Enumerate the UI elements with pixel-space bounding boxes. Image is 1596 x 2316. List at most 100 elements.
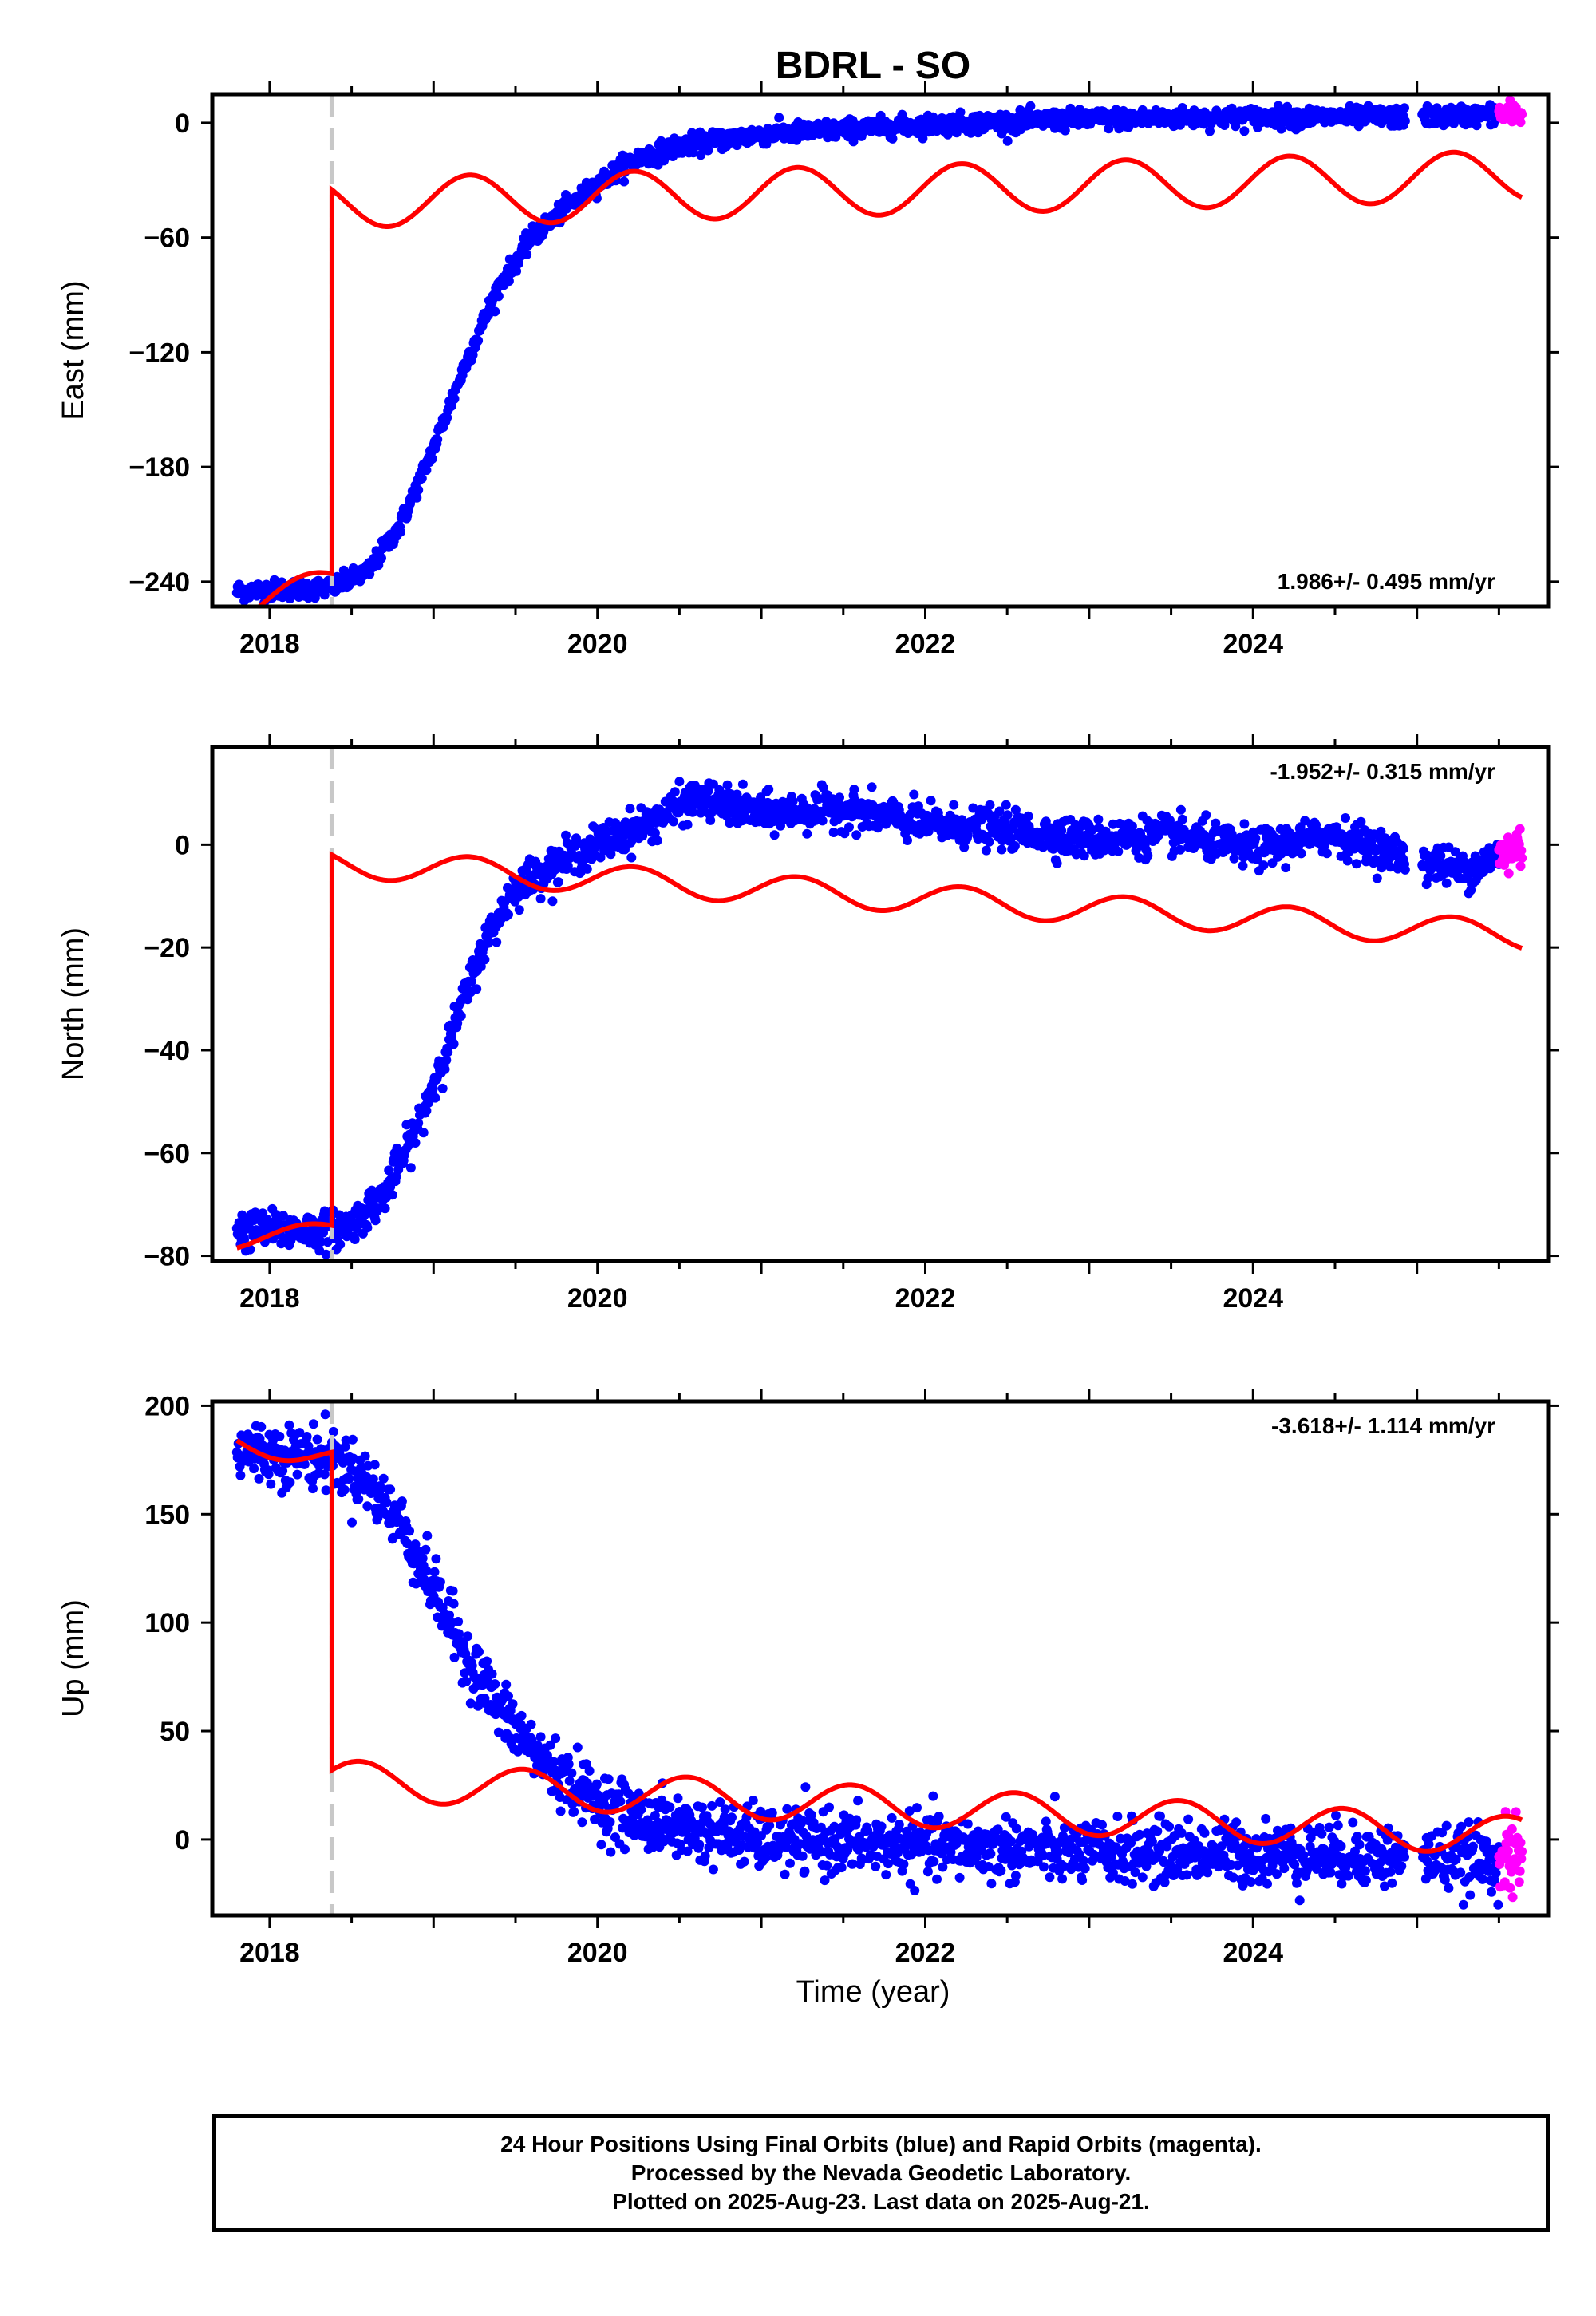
east-final-point <box>319 590 330 600</box>
up-final-point <box>551 1733 561 1744</box>
up-final-point <box>397 1496 407 1507</box>
up-final-point <box>417 1553 428 1563</box>
north-final-point <box>764 785 774 795</box>
north-final-point <box>1009 841 1020 851</box>
up-final-point <box>1152 1826 1163 1836</box>
north-final-point <box>851 830 862 840</box>
up-final-point <box>254 1473 264 1484</box>
up-final-point <box>954 1872 965 1883</box>
up-final-point <box>444 1610 454 1620</box>
up-final-point <box>1199 1828 1210 1838</box>
up-final-point <box>493 1727 504 1737</box>
up-final-point <box>312 1434 322 1445</box>
up-final-point <box>673 1793 683 1804</box>
east-final-point <box>1025 101 1036 111</box>
up-final-point <box>535 1732 546 1742</box>
up-final-point <box>369 1460 380 1470</box>
up-final-point <box>694 1840 705 1850</box>
north-xtick-label: 2022 <box>895 1283 956 1314</box>
up-final-point <box>642 1815 653 1825</box>
up-final-point <box>422 1531 433 1541</box>
east-final-point <box>421 465 432 476</box>
east-xtick-label: 2022 <box>895 629 956 659</box>
north-final-point <box>867 782 877 792</box>
north-final-point <box>606 849 616 860</box>
up-final-point <box>938 1862 948 1872</box>
north-final-point <box>1376 826 1386 836</box>
east-xtick-label: 2018 <box>239 629 300 659</box>
north-final-point <box>1211 818 1221 828</box>
up-final-point <box>362 1501 373 1512</box>
up-final-point <box>1231 1817 1242 1828</box>
up-final-point <box>1120 1876 1130 1886</box>
east-final-point <box>513 259 523 269</box>
up-final-point <box>1112 1812 1123 1821</box>
up-final-point <box>707 1800 717 1811</box>
east-final-point <box>413 485 424 495</box>
north-final-point <box>1238 860 1248 871</box>
up-final-point <box>767 1808 777 1818</box>
up-final-point <box>567 1768 577 1778</box>
up-final-point <box>381 1497 392 1508</box>
up-final-point <box>899 1859 909 1869</box>
north-final-point <box>250 1207 260 1218</box>
up-final-point <box>328 1426 338 1437</box>
north-final-point <box>1258 860 1269 871</box>
up-final-point <box>526 1719 536 1729</box>
north-final-point <box>1201 810 1211 820</box>
north-final-point <box>440 1064 450 1074</box>
north-final-point <box>788 796 798 806</box>
north-final-point <box>452 1018 463 1028</box>
north-final-point <box>448 1039 459 1049</box>
up-final-point <box>569 1807 579 1817</box>
up-final-point <box>1159 1877 1170 1887</box>
up-final-point <box>1279 1863 1290 1874</box>
north-final-point <box>463 994 473 1005</box>
up-final-point <box>1053 1848 1063 1858</box>
north-final-point <box>1281 863 1291 873</box>
up-final-point <box>354 1494 364 1504</box>
up-final-point <box>1001 1812 1011 1822</box>
up-final-point <box>700 1851 710 1861</box>
up-final-point <box>753 1838 763 1848</box>
up-final-point <box>800 1782 811 1792</box>
north-final-point <box>547 896 558 907</box>
up-final-point <box>636 1804 646 1815</box>
north-final-point <box>994 806 1005 816</box>
north-final-point <box>703 786 713 796</box>
up-final-point <box>1176 1828 1187 1838</box>
up-final-point <box>986 1879 997 1889</box>
north-final-point <box>1079 851 1089 861</box>
up-final-point <box>782 1804 792 1814</box>
up-final-point <box>1126 1838 1136 1848</box>
east-model-curve <box>255 149 1523 607</box>
north-frame <box>210 745 1551 1263</box>
north-final-point <box>926 796 936 806</box>
north-final-point <box>492 937 502 947</box>
east-final-point <box>1114 124 1124 134</box>
north-final-point <box>1001 800 1011 810</box>
up-final-point <box>1135 1829 1145 1840</box>
north-final-point <box>1057 826 1067 836</box>
up-final-point <box>1238 1880 1248 1891</box>
north-final-point <box>362 1223 373 1233</box>
up-final-point <box>996 1865 1006 1875</box>
up-final-point <box>1262 1879 1272 1889</box>
north-final-point <box>769 830 780 840</box>
north-final-point <box>443 1047 453 1057</box>
up-final-point <box>829 1821 839 1832</box>
east-final-point <box>417 473 427 484</box>
up-final-point <box>421 1544 431 1555</box>
up-final-point <box>797 1851 808 1861</box>
up-final-point <box>378 1473 389 1484</box>
north-final-point <box>418 1128 429 1138</box>
north-final-point <box>1341 813 1350 823</box>
up-final-point <box>308 1419 318 1429</box>
north-xtick-label: 2020 <box>567 1283 628 1314</box>
up-final-point <box>487 1669 497 1679</box>
up-final-point <box>373 1513 383 1523</box>
up-final-point <box>347 1434 358 1445</box>
north-final-point <box>410 1138 421 1148</box>
up-final-point <box>344 1474 354 1484</box>
up-final-point <box>555 1806 566 1816</box>
